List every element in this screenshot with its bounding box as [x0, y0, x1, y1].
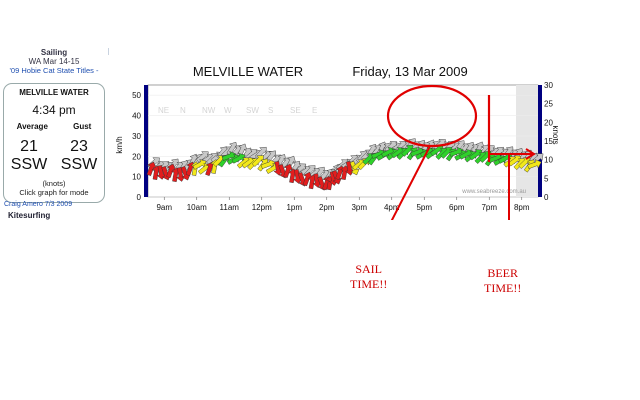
average-arrow — [166, 163, 177, 179]
direction-labels: NE N NW W SW S SE E — [158, 106, 317, 115]
right-axis-label: knots — [551, 125, 558, 144]
left-tick-label: 40 — [132, 112, 141, 121]
direction-label: S — [268, 106, 273, 115]
average-arrow — [527, 159, 542, 169]
direction-label: W — [224, 106, 232, 115]
current-conditions-panel[interactable]: MELVILLE WATER 4:34 pm Average Gust 21 2… — [3, 83, 105, 203]
average-arrow-shape — [302, 171, 313, 187]
average-arrow-shape — [175, 167, 186, 182]
time-tick-label: 10am — [187, 203, 207, 212]
graph-date-title: Friday, 13 Mar 2009 — [352, 64, 467, 79]
sidebar-report-link[interactable]: Craig Amero 7/3 2009 — [4, 201, 73, 208]
average-series — [146, 145, 542, 191]
average-arrow — [251, 155, 264, 167]
left-tick-label: 20 — [132, 152, 141, 161]
average-arrow — [146, 161, 157, 177]
gust-speed: 23 — [70, 138, 88, 155]
graph-station-title: MELVILLE WATER — [193, 64, 303, 79]
units-label: (knots) — [42, 179, 66, 188]
direction-label: N — [180, 106, 186, 115]
time-tick-label: 8pm — [514, 203, 530, 212]
left-tick-label: 30 — [132, 132, 141, 141]
left-axis-label: km/h — [115, 136, 124, 153]
left-tick-label: 10 — [132, 173, 141, 182]
forecast-shade — [516, 85, 538, 197]
right-tick-label: 15 — [544, 137, 553, 146]
time-axis-ticks: 9am 10am 11am 12pm 1pm 2pm 3pm 4pm 5pm 6pm 7pm 8pm — [156, 197, 530, 212]
time-tick-label: 3pm — [351, 203, 367, 212]
station-name: MELVILLE WATER — [19, 88, 89, 97]
right-tick-label: 30 — [544, 81, 553, 90]
right-tick-label: 5 — [544, 174, 549, 183]
gust-label: Gust — [73, 122, 92, 131]
plot-area — [147, 84, 539, 198]
right-tick-label: 0 — [544, 193, 549, 202]
right-tick-label: 20 — [544, 118, 553, 127]
direction-label: E — [312, 106, 317, 115]
watermark: www.seabreeze.com.au — [461, 189, 526, 195]
time-tick-label: 5pm — [416, 203, 432, 212]
left-axis-ticks: 0 10 20 30 40 50 — [132, 91, 141, 202]
average-arrow — [283, 163, 294, 179]
sidebar-event-link[interactable]: '09 Hobie Cat State Titles - — [9, 66, 99, 75]
time-tick-label: 11am — [220, 203, 240, 212]
graph-mode-hint: Click graph for mode — [19, 188, 89, 197]
beer-arrow-head — [525, 148, 536, 160]
time-tick-label: 6pm — [449, 203, 465, 212]
average-speed: 21 — [20, 138, 38, 155]
sidebar: Sailing WA Mar 14-15 '09 Hobie Cat State… — [0, 48, 109, 220]
direction-label: SE — [290, 106, 301, 115]
left-tick-label: 50 — [132, 91, 141, 100]
sidebar-event-header: Sailing WA Mar 14-15 — [0, 48, 108, 66]
average-arrow — [175, 167, 186, 182]
time-tick-label: 4pm — [384, 203, 400, 212]
sail-time-line2: TIME!! — [350, 277, 388, 291]
average-arrow-shape — [251, 155, 264, 167]
beer-time-line2: TIME!! — [484, 281, 522, 295]
beer-time-line1: BEER — [487, 266, 518, 280]
annotation-overlay — [386, 84, 536, 220]
time-tick-label: 2pm — [319, 203, 335, 212]
sidebar-section-label: Sailing — [40, 48, 68, 57]
time-tick-label: 9am — [156, 203, 172, 212]
average-direction: SSW — [10, 156, 48, 173]
time-tick-label: 1pm — [286, 203, 302, 212]
sail-time-ellipse — [386, 84, 478, 148]
right-axis-ticks: 0 5 10 15 20 25 30 — [544, 81, 553, 202]
direction-label: NE — [158, 106, 169, 115]
average-arrow-shape — [146, 161, 157, 177]
sidebar-event-date: WA Mar 14-15 — [28, 57, 80, 66]
average-arrow-shape — [527, 159, 542, 169]
direction-label: NW — [202, 106, 216, 115]
average-arrow-shape — [166, 163, 177, 179]
time-tick-label: 7pm — [481, 203, 497, 212]
beer-time-annotation: BEER TIME!! — [484, 266, 521, 296]
sail-time-annotation: SAIL TIME!! — [350, 262, 387, 292]
average-arrow — [156, 165, 167, 180]
average-arrow-shape — [156, 165, 167, 180]
average-arrow — [302, 171, 313, 187]
observation-time: 4:34 pm — [32, 103, 76, 117]
right-tick-label: 25 — [544, 100, 553, 109]
gust-direction: SSW — [60, 156, 98, 173]
time-tick-label: 12pm — [252, 203, 272, 212]
right-tick-label: 10 — [544, 156, 553, 165]
wind-graph[interactable]: MELVILLE WATER Friday, 13 Mar 2009 NE N NW… — [108, 55, 558, 220]
left-tick-label: 0 — [137, 193, 142, 202]
sidebar-section-kitesurfing[interactable]: Kitesurfing — [8, 211, 51, 220]
direction-label: SW — [246, 106, 259, 115]
average-arrow-shape — [283, 163, 294, 179]
sail-time-line1: SAIL — [355, 262, 382, 276]
average-label: Average — [16, 122, 48, 131]
sail-pointer-line — [390, 145, 431, 220]
